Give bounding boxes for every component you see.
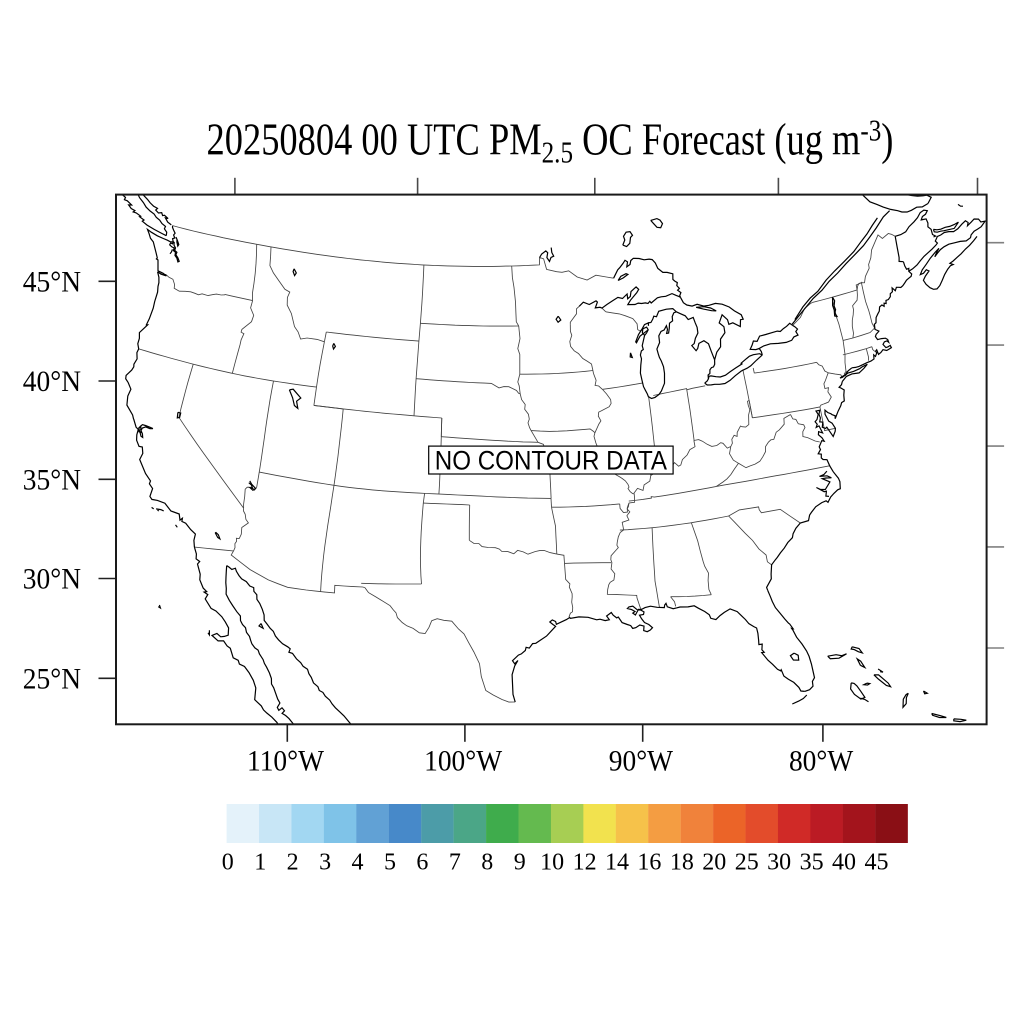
svg-text:90°W: 90°W (609, 746, 673, 778)
svg-text:30: 30 (767, 849, 791, 875)
svg-text:9: 9 (514, 849, 526, 875)
svg-text:80°W: 80°W (789, 746, 853, 778)
svg-text:6: 6 (416, 849, 428, 875)
svg-text:45: 45 (864, 849, 888, 875)
svg-text:40: 40 (832, 849, 856, 875)
svg-text:NO CONTOUR DATA: NO CONTOUR DATA (435, 446, 667, 475)
svg-text:4: 4 (352, 849, 364, 875)
svg-text:1: 1 (254, 849, 266, 875)
svg-text:45°N: 45°N (23, 266, 81, 298)
svg-text:5: 5 (384, 849, 396, 875)
svg-text:40°N: 40°N (23, 366, 81, 398)
svg-text:0: 0 (222, 849, 234, 875)
svg-text:3: 3 (319, 849, 331, 875)
svg-text:20: 20 (702, 849, 726, 875)
svg-text:18: 18 (670, 849, 694, 875)
svg-text:14: 14 (605, 849, 629, 875)
svg-text:35°N: 35°N (23, 464, 81, 496)
svg-text:12: 12 (573, 849, 597, 875)
svg-text:100°W: 100°W (424, 746, 502, 778)
svg-text:25°N: 25°N (23, 663, 81, 695)
svg-text:8: 8 (481, 849, 493, 875)
svg-text:10: 10 (540, 849, 564, 875)
svg-text:25: 25 (735, 849, 759, 875)
svg-text:7: 7 (449, 849, 461, 875)
svg-text:30°N: 30°N (23, 564, 81, 596)
svg-text:110°W: 110°W (247, 746, 324, 778)
svg-text:16: 16 (637, 849, 661, 875)
svg-text:35: 35 (800, 849, 824, 875)
svg-text:2: 2 (287, 849, 299, 875)
